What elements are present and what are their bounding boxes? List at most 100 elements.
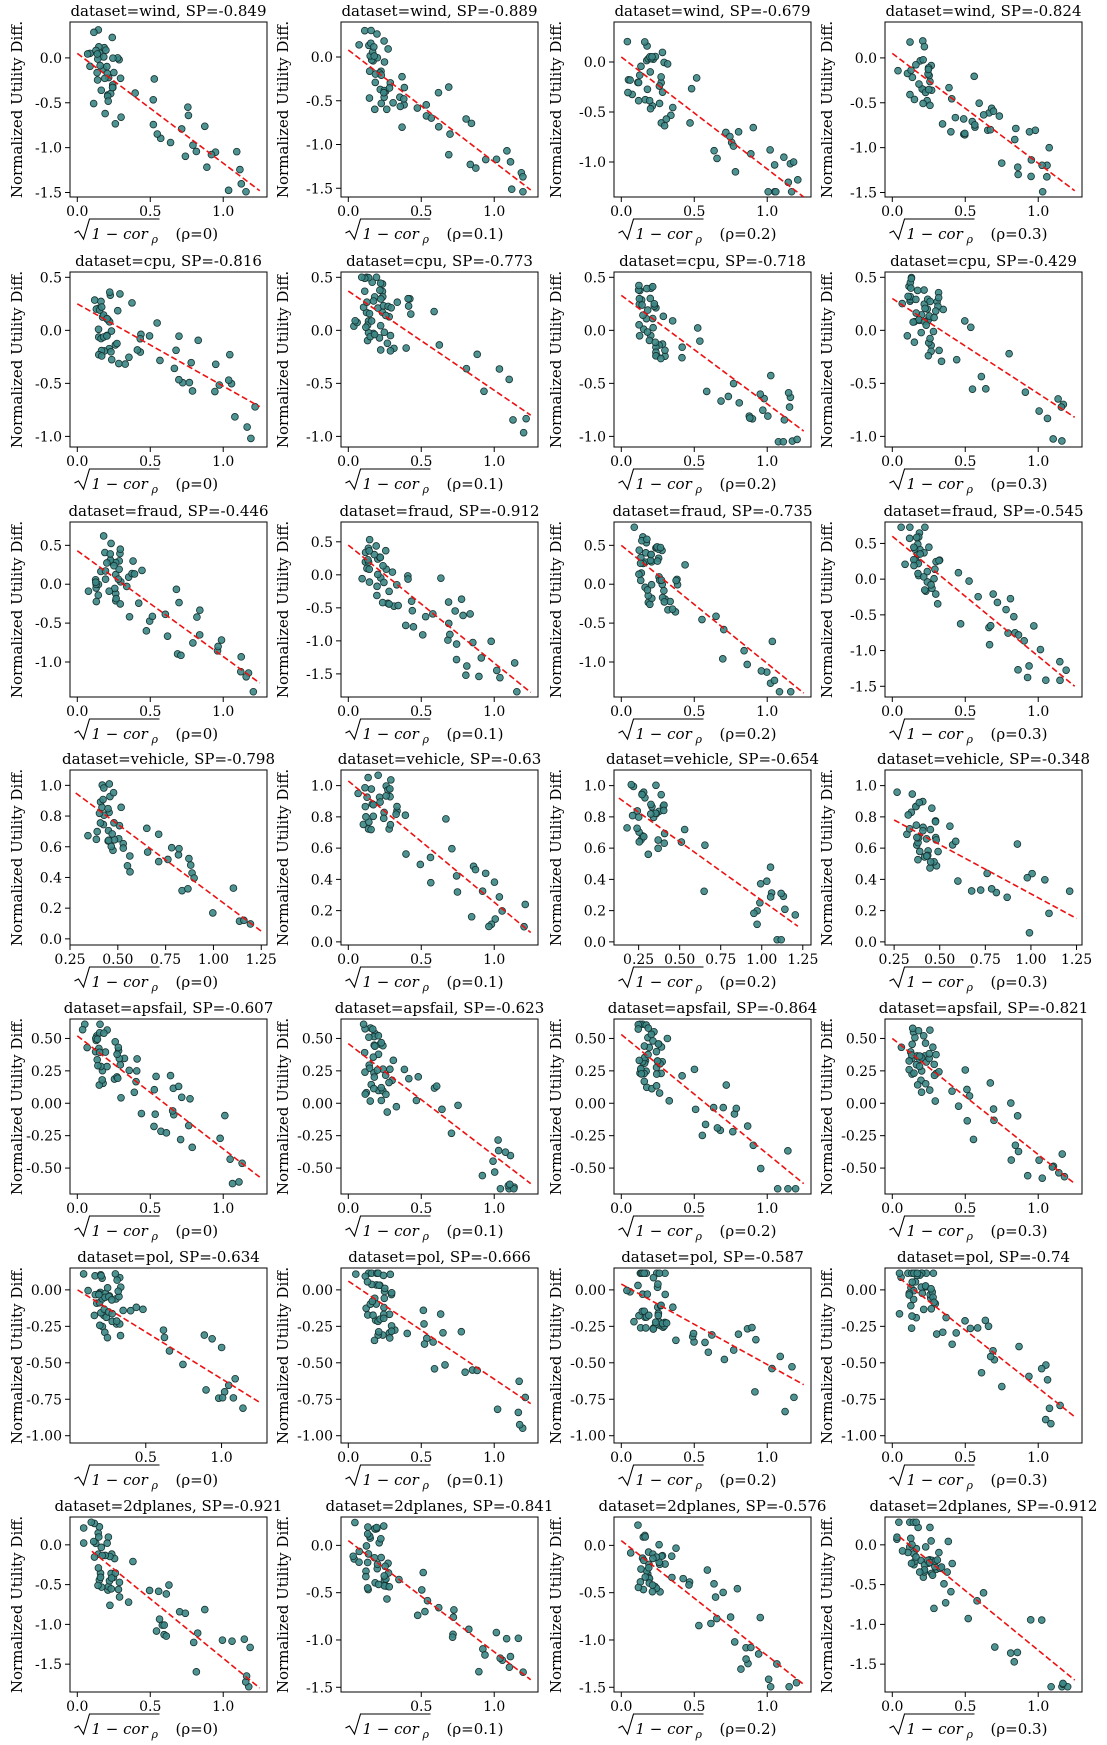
x-tick-label: 0.5 (410, 454, 432, 470)
scatter-point (663, 60, 672, 68)
scatter-point (662, 1319, 671, 1327)
scatter-point (216, 1134, 224, 1143)
scatter-point (421, 1607, 429, 1616)
scatter-point (930, 1298, 938, 1307)
scatter-point (240, 1635, 249, 1643)
scatter-point (200, 122, 209, 131)
scatter-point (381, 546, 390, 555)
sqrt-expression: 1 − cor (363, 973, 420, 991)
scatter-point (1047, 1419, 1055, 1428)
scatter-point (711, 1593, 720, 1601)
scatter-point (97, 1543, 106, 1552)
panel-title: dataset=cpu, SP=-0.816 (75, 252, 262, 270)
y-axis-label: Normalized Utility Diff. (274, 521, 292, 698)
sqrt-radical (889, 718, 975, 741)
scatter-point (710, 1580, 718, 1588)
scatter-point (477, 654, 486, 662)
scatter-point (634, 1521, 642, 1529)
scatter-point (184, 1121, 193, 1130)
scatter-point (94, 1061, 102, 1070)
scatter-point (678, 1072, 686, 1080)
scatter-point (153, 130, 162, 138)
y-axis-label: Normalized Utility Diff. (818, 1516, 836, 1693)
scatter-point (243, 423, 251, 431)
scatter-point (926, 858, 935, 866)
scatter-point (246, 1643, 254, 1652)
rho-value: (ρ=0) (176, 225, 219, 243)
scatter-point (655, 99, 664, 108)
scatter-point (352, 1270, 360, 1278)
scatter-point (906, 523, 914, 532)
sqrt-expression: 1 − cor (907, 225, 964, 243)
plot-area (620, 281, 805, 446)
scatter-point (160, 1333, 169, 1342)
x-axis-label: 1 − cor ρ (ρ=0) (74, 1215, 219, 1243)
scatter-point (365, 1033, 373, 1042)
y-axis-label: Normalized Utility Diff. (8, 769, 26, 946)
scatter-point (895, 1269, 904, 1278)
plot-area (347, 1020, 532, 1193)
y-tick-label: -0.50 (297, 1161, 333, 1177)
scatter-point (467, 119, 476, 128)
scatter-point (1014, 1147, 1023, 1156)
axes-frame (340, 521, 539, 698)
y-tick-label: -1.0 (306, 429, 333, 445)
scatter-point (192, 1668, 201, 1676)
scatter-point (785, 403, 794, 411)
scatter-point (143, 848, 152, 856)
scatter-point (713, 1124, 722, 1132)
panel-wind-rho-0: dataset=wind, SP=-0.849 -1.5 -1.0 -0.5 0.0 0.… (8, 2, 268, 246)
scatter-point (385, 1582, 394, 1591)
y-tick-label: 0.0 (584, 935, 606, 951)
scatter-point (95, 1290, 103, 1299)
scatter-point (506, 1652, 515, 1661)
scatter-point (113, 339, 121, 348)
sqrt-expression: 1 − cor (636, 225, 693, 243)
panel-fraud-rho-0: dataset=fraud, SP=-0.446 -1.0 -0.5 0.0 0.5 0.… (8, 502, 269, 746)
scatter-point (402, 344, 410, 352)
scatter-point (965, 577, 973, 585)
y-tick-label: -0.75 (26, 1392, 62, 1408)
scatter-point (921, 1079, 930, 1088)
scatter-point (643, 328, 652, 336)
scatter-point (432, 1082, 441, 1090)
panel-fraud-rho-0.1: dataset=fraud, SP=-0.912 -1.5 -1.0 -0.5 0.0 0… (274, 502, 540, 746)
y-tick-label: -0.25 (841, 1129, 877, 1145)
x-tick-label: 0.0 (610, 454, 632, 470)
scatter-point (935, 1548, 943, 1557)
scatter-point (251, 403, 259, 411)
scatter-point (365, 578, 374, 586)
scatter-point (701, 1120, 710, 1129)
scatter-point (189, 639, 197, 647)
rho-value: (ρ=0.3) (991, 225, 1048, 243)
scatter-point (78, 1025, 87, 1034)
scatter-point (906, 38, 914, 46)
scatter-point (103, 332, 111, 340)
scatter-point (383, 1595, 391, 1603)
scatter-point (84, 587, 93, 595)
scatter-point (113, 1050, 121, 1059)
scatter-point (922, 321, 930, 329)
axes-frame (340, 1018, 539, 1195)
x-axis-label: 1 − cor ρ (ρ=0.3) (889, 1215, 1047, 1243)
scatter-point (703, 1566, 712, 1574)
rho-subscript: ρ (151, 733, 159, 746)
fit-line (76, 550, 261, 684)
scatter-point (515, 1377, 523, 1386)
scatter-point (231, 413, 239, 421)
y-tick-label: -1.00 (570, 1429, 606, 1445)
scatter-point (188, 387, 197, 395)
scatter-point (634, 1025, 643, 1033)
panel-title: dataset=vehicle, SP=-0.654 (606, 750, 819, 768)
x-tick-label: 0.5 (683, 454, 705, 470)
y-axis-label: Normalized Utility Diff. (818, 1267, 836, 1444)
axes-frame (69, 271, 268, 448)
scatter-point (909, 318, 917, 326)
scatter-point (148, 612, 157, 621)
scatter-point (672, 1336, 680, 1345)
rho-value: (ρ=0) (176, 1222, 219, 1240)
y-tick-label: -1.5 (850, 1657, 877, 1673)
scatter-point (626, 76, 634, 84)
scatter-point (462, 671, 470, 680)
scatter-point (386, 347, 395, 355)
